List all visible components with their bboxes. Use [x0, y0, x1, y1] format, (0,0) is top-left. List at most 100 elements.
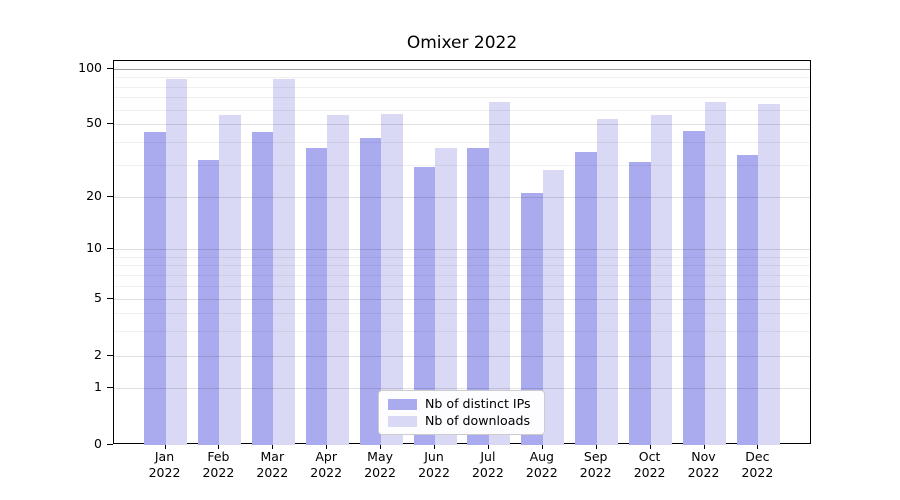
x-tick-month-text: Nov	[691, 449, 716, 464]
x-tick-mark-nov	[703, 445, 705, 449]
legend-swatch-distinct-ips-icon	[388, 398, 417, 410]
x-tick-label-aug: Aug 2022	[512, 449, 572, 480]
y-tick-label-10: 10	[86, 240, 102, 255]
gridline-minor-80	[114, 86, 810, 88]
x-tick-label-apr: Apr 2022	[296, 449, 356, 480]
x-tick-year-text: 2022	[741, 464, 774, 480]
bar-distinct-ips-jul	[467, 147, 489, 445]
bar-distinct-ips-oct	[629, 162, 651, 445]
x-tick-month-text: Jan	[154, 449, 175, 464]
bar-downloads-feb	[219, 115, 241, 445]
x-tick-mark-jun	[434, 445, 435, 449]
x-tick-month-text: May	[367, 449, 394, 464]
x-tick-year-text: 2022	[471, 464, 504, 480]
x-tick-year-text: 2022	[148, 464, 181, 480]
legend-label-distinct-ips: Nb of distinct IPs	[425, 396, 531, 411]
x-tick-year-text: 2022	[579, 464, 612, 480]
x-tick-year-text: 2022	[202, 464, 235, 480]
x-tick-year-text: 2022	[525, 464, 558, 480]
chart-title: Omixer 2022	[406, 33, 518, 53]
x-tick-mark-sep	[595, 445, 597, 449]
bar-downloads-apr	[327, 115, 349, 445]
bar-distinct-ips-mar	[251, 132, 274, 445]
x-tick-mark-apr	[326, 445, 328, 449]
legend-entry-downloads: Nb of downloads	[388, 414, 535, 428]
bar-distinct-ips-may	[359, 137, 382, 445]
x-tick-month-text: Dec	[745, 449, 770, 464]
bar-distinct-ips-sep	[575, 152, 597, 445]
legend: Nb of distinct IPs Nb of downloads	[378, 390, 545, 435]
bar-distinct-ips-apr	[305, 147, 328, 445]
y-tick-mark-1	[107, 387, 113, 388]
x-tick-label-sep: Sep 2022	[566, 449, 626, 480]
x-tick-month-text: Jul	[480, 449, 496, 464]
y-tick-mark-50	[107, 123, 113, 124]
y-tick-mark-0	[107, 444, 113, 445]
x-tick-mark-mar	[272, 445, 274, 449]
y-tick-mark-2	[107, 355, 113, 356]
legend-label-downloads: Nb of downloads	[425, 413, 531, 428]
bar-distinct-ips-jun	[413, 167, 435, 445]
x-tick-month-text: Oct	[638, 449, 661, 464]
y-tick-mark-20	[107, 196, 113, 197]
x-tick-mark-oct	[649, 445, 651, 449]
gridline-minor-70	[114, 97, 810, 99]
y-tick-mark-100	[107, 68, 113, 69]
bar-downloads-nov	[704, 101, 726, 445]
x-tick-label-jun: Jun 2022	[404, 449, 464, 480]
bar-downloads-mar	[273, 79, 295, 445]
x-tick-month-text: Apr	[315, 449, 337, 464]
x-tick-label-jan: Jan 2022	[135, 449, 195, 480]
x-tick-month-text: Feb	[207, 449, 230, 464]
y-tick-label-20: 20	[86, 188, 102, 203]
legend-entry-distinct-ips: Nb of distinct IPs	[388, 397, 535, 411]
x-tick-mark-may	[380, 445, 382, 449]
x-tick-year-text: 2022	[418, 464, 450, 480]
x-tick-month-text: Mar	[260, 449, 285, 464]
x-tick-month-text: Aug	[529, 449, 554, 464]
bar-downloads-aug	[542, 170, 565, 445]
bar-downloads-jul	[488, 101, 511, 445]
x-tick-label-oct: Oct 2022	[620, 449, 680, 480]
x-tick-mark-aug	[541, 445, 543, 449]
bar-downloads-dec	[758, 104, 780, 445]
x-tick-mark-jan	[164, 445, 166, 449]
bar-distinct-ips-dec	[736, 154, 759, 445]
x-tick-label-jul: Jul 2022	[458, 449, 518, 480]
x-tick-month-text: Jun	[424, 449, 444, 464]
y-tick-mark-5	[107, 298, 113, 299]
gridline-minor-90	[114, 77, 810, 79]
bar-downloads-jan	[165, 79, 187, 445]
y-tick-label-0: 0	[94, 436, 102, 451]
x-tick-year-text: 2022	[687, 464, 720, 480]
bar-downloads-oct	[650, 115, 673, 445]
x-tick-year-text: 2022	[364, 464, 396, 480]
x-tick-mark-feb	[218, 445, 220, 449]
bar-downloads-may	[381, 113, 403, 445]
plot-area	[113, 60, 811, 445]
x-tick-year-text: 2022	[310, 464, 343, 480]
bar-distinct-ips-feb	[197, 159, 220, 445]
y-tick-label-5: 5	[94, 290, 102, 305]
x-tick-label-mar: Mar 2022	[242, 449, 302, 480]
x-tick-label-feb: Feb 2022	[188, 449, 248, 480]
bar-distinct-ips-aug	[521, 193, 543, 445]
x-tick-month-text: Sep	[583, 449, 608, 464]
y-tick-label-100: 100	[78, 60, 102, 75]
gridline-major-100	[114, 69, 810, 70]
x-tick-year-text: 2022	[256, 464, 289, 480]
x-tick-label-nov: Nov 2022	[674, 449, 734, 480]
x-tick-year-text: 2022	[633, 464, 666, 480]
bar-distinct-ips-nov	[683, 130, 705, 445]
x-tick-mark-dec	[757, 445, 759, 449]
x-tick-label-may: May 2022	[350, 449, 410, 480]
y-tick-label-2: 2	[94, 347, 102, 362]
bar-downloads-jun	[435, 147, 457, 445]
y-tick-label-1: 1	[94, 379, 102, 394]
x-tick-mark-jul	[487, 445, 489, 449]
y-tick-label-50: 50	[86, 115, 102, 130]
bar-downloads-sep	[596, 119, 619, 445]
x-tick-label-dec: Dec 2022	[727, 449, 787, 480]
y-tick-mark-10	[107, 248, 113, 249]
